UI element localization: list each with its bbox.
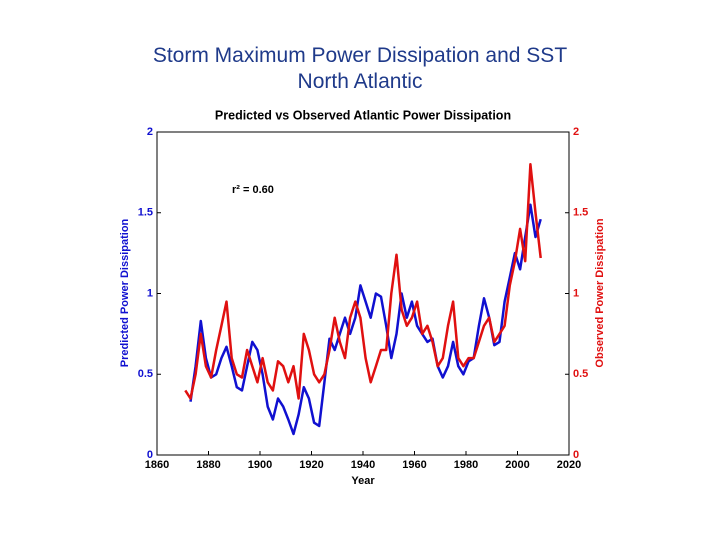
- chart-title: Predicted vs Observed Atlantic Power Dis…: [215, 108, 511, 122]
- y-axis-label: Predicted Power Dissipation: [119, 218, 131, 367]
- slide-title: Storm Maximum Power Dissipation and SST: [152, 44, 568, 67]
- y2-tick-label: 1: [573, 287, 579, 299]
- y-tick-label: 1.5: [138, 207, 153, 219]
- y2-tick-label: 0: [573, 449, 579, 461]
- x-tick-label: 1940: [351, 459, 375, 471]
- y2-axis-label: Observed Power Dissipation: [594, 218, 606, 367]
- x-axis-label: Year: [351, 475, 375, 487]
- x-tick-label: 2020: [557, 459, 581, 471]
- x-tick-label: 2000: [505, 459, 529, 471]
- annotation: r² = 0.60: [232, 184, 274, 196]
- x-tick-label: 1960: [402, 459, 426, 471]
- series-line: [184, 163, 542, 400]
- y2-tick-label: 0.5: [573, 368, 588, 380]
- y-tick-label: 1: [147, 287, 153, 299]
- slide-subtitle: North Atlantic: [297, 70, 423, 93]
- y-tick-label: 0: [147, 449, 153, 461]
- y2-tick-label: 2: [573, 126, 579, 138]
- y-tick-label: 0.5: [138, 368, 153, 380]
- x-tick-label: 1980: [454, 459, 478, 471]
- x-tick-label: 1860: [145, 459, 169, 471]
- y2-tick-label: 1.5: [573, 207, 588, 219]
- y-tick-label: 2: [147, 126, 153, 138]
- x-tick-label: 1900: [248, 459, 272, 471]
- x-tick-label: 1920: [299, 459, 323, 471]
- x-tick-label: 1880: [196, 459, 220, 471]
